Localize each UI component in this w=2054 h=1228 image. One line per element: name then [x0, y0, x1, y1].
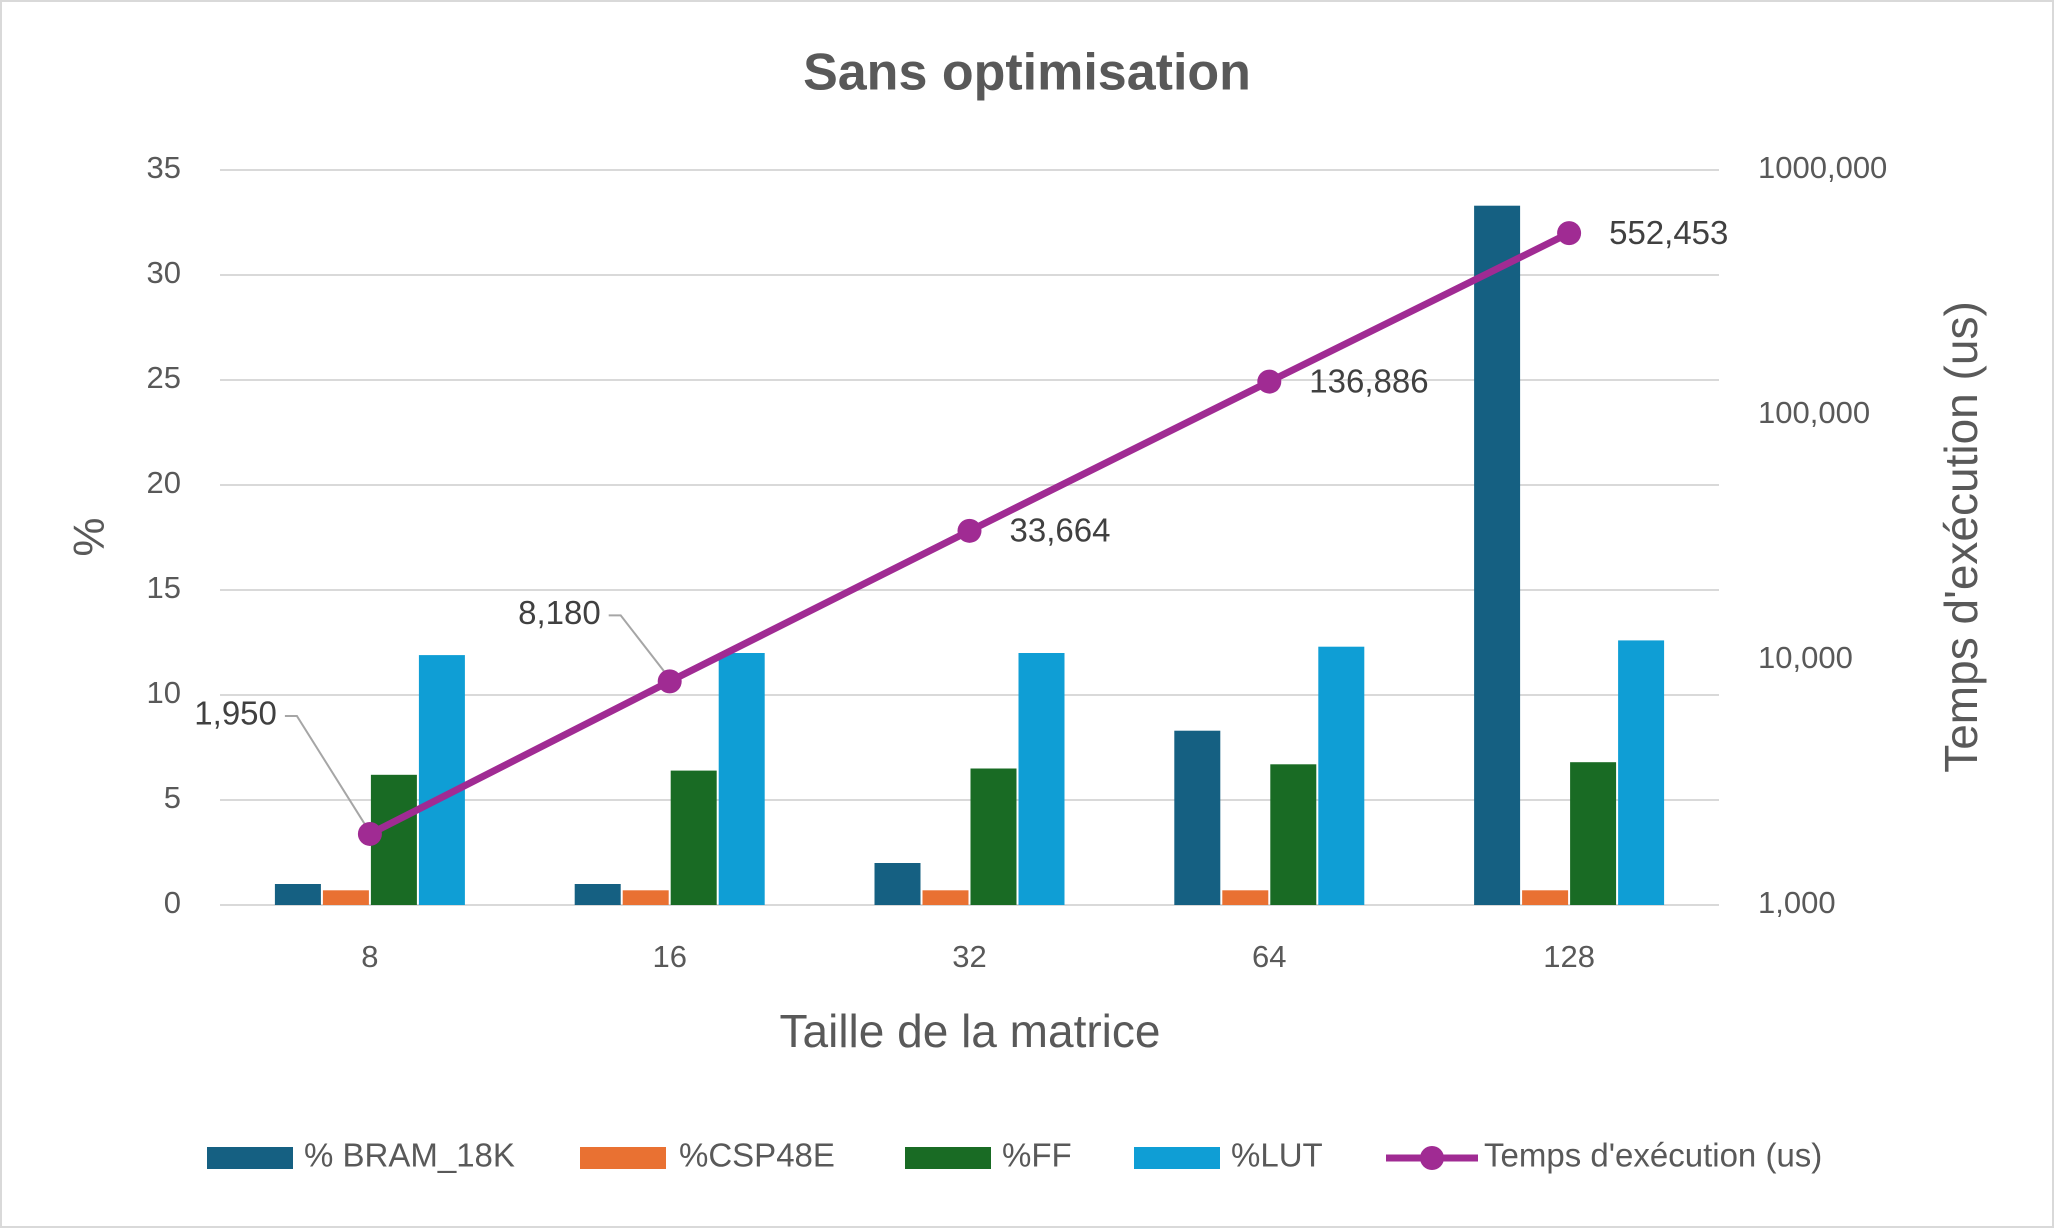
y-axis-title: %: [65, 517, 114, 556]
legend-label: %LUT: [1231, 1137, 1323, 1174]
y2-tick-label: 10,000: [1758, 640, 1853, 675]
bar: [1018, 653, 1065, 905]
legend-label: Temps d'exécution (us): [1484, 1137, 1822, 1174]
data-label: 8,180: [518, 594, 601, 631]
bar: [1474, 205, 1521, 905]
y-tick-label: 30: [147, 255, 181, 290]
legend-swatch: [207, 1147, 293, 1169]
bar: [1618, 640, 1665, 905]
line-marker: [957, 518, 982, 543]
legend-swatch: [1134, 1147, 1220, 1169]
bar: [622, 890, 669, 905]
line-marker: [657, 669, 682, 694]
x-tick-label: 8: [361, 939, 378, 974]
bar: [670, 770, 717, 905]
data-label: 552,453: [1609, 214, 1728, 251]
x-tick-label: 128: [1543, 939, 1595, 974]
chart-title: Sans optimisation: [803, 44, 1251, 102]
legend-label: % BRAM_18K: [304, 1137, 515, 1174]
bar: [1318, 646, 1365, 905]
bar: [1522, 890, 1569, 905]
y-tick-label: 5: [164, 780, 181, 815]
x-tick-label: 16: [652, 939, 686, 974]
legend-label: %FF: [1002, 1137, 1072, 1174]
legend-swatch: [1420, 1146, 1444, 1170]
y2-axis-title: Temps d'exécution (us): [1935, 301, 1987, 773]
x-axis-title: Taille de la matrice: [780, 1005, 1161, 1057]
legend-swatch: [905, 1147, 991, 1169]
y-tick-label: 0: [164, 885, 181, 920]
bar: [970, 768, 1017, 905]
y2-tick-label: 100,000: [1758, 395, 1870, 430]
y2-tick-label: 1,000: [1758, 885, 1836, 920]
y-tick-label: 20: [147, 465, 181, 500]
bar: [1570, 762, 1617, 905]
bar: [322, 890, 369, 905]
data-label: 136,886: [1309, 362, 1428, 399]
y-tick-label: 25: [147, 360, 181, 395]
y-tick-label: 10: [147, 675, 181, 710]
legend-swatch: [580, 1147, 666, 1169]
line-marker: [1257, 369, 1282, 394]
line-marker: [357, 821, 382, 846]
x-tick-label: 32: [952, 939, 986, 974]
leader-line: [284, 714, 367, 827]
line-marker: [1557, 221, 1582, 246]
bar: [574, 884, 621, 905]
data-label: 33,664: [1010, 512, 1111, 549]
data-label: 1,950: [194, 695, 277, 732]
legend-label: %CSP48E: [679, 1137, 835, 1174]
bar: [922, 890, 969, 905]
x-tick-label: 64: [1252, 939, 1286, 974]
y2-tick-label: 1000,000: [1758, 150, 1887, 185]
bar: [1222, 890, 1269, 905]
bar: [1174, 730, 1221, 905]
bar: [718, 653, 765, 905]
bar: [274, 884, 321, 905]
leader-line: [608, 614, 667, 674]
y-tick-label: 35: [147, 150, 181, 185]
y-tick-label: 15: [147, 570, 181, 605]
bar: [1270, 764, 1317, 905]
bar: [874, 863, 921, 905]
bar: [418, 655, 465, 905]
